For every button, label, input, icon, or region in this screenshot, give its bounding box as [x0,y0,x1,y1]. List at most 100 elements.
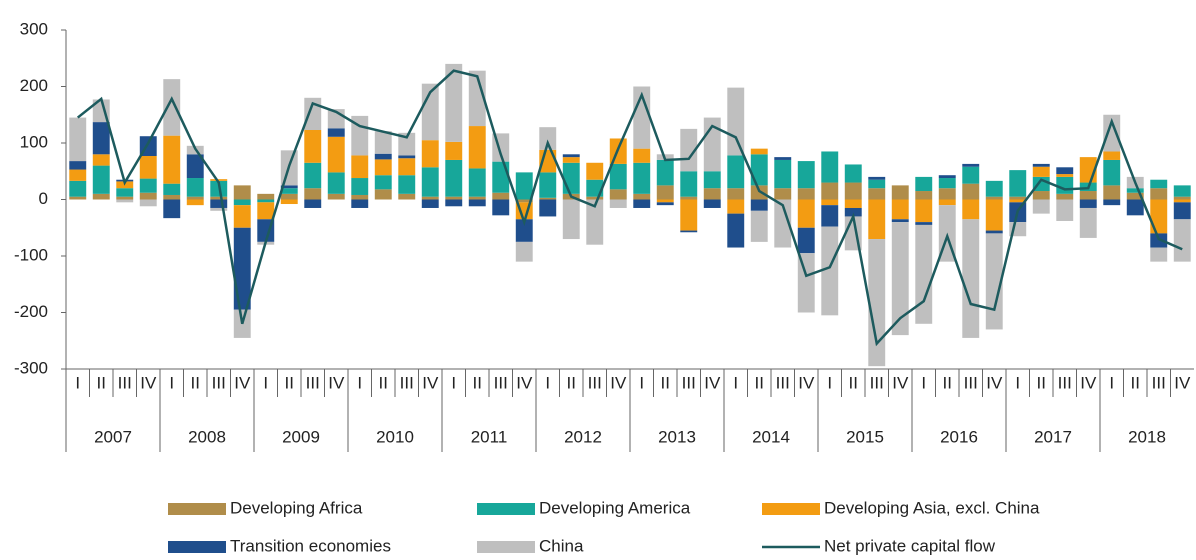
legend-swatch [477,503,535,515]
bar [139,178,157,193]
bar [304,130,322,163]
bar [962,199,980,220]
bar [139,192,157,200]
bar [797,227,815,254]
bar [656,159,674,186]
y-tick-label: -200 [14,302,48,321]
bar [703,171,721,189]
bar [915,224,933,324]
bar [586,196,604,200]
bar [680,128,698,172]
x-tick-label: II [379,373,388,392]
x-tick-label: I [1015,373,1020,392]
bar [727,155,745,189]
bar [1103,151,1121,160]
bar [257,202,275,220]
bar [703,188,721,200]
bar [750,154,768,186]
x-tick-label: II [97,373,106,392]
bar [915,176,933,192]
bar [609,163,627,190]
bar [586,179,604,197]
x-tick-label: I [357,373,362,392]
bar [1126,188,1144,193]
bar [609,199,627,208]
bar [492,161,510,193]
bar [139,199,157,207]
bar [1079,207,1097,238]
bar [398,193,416,200]
bar [727,87,745,156]
x-tick-label: IV [704,373,721,392]
bar [351,194,369,200]
bar [233,205,251,228]
bar [186,178,204,197]
bar [586,199,604,245]
bar [680,196,698,200]
x-tick-label: I [545,373,550,392]
bar [962,183,980,200]
bar [257,199,275,203]
year-label: 2008 [188,427,226,446]
x-tick-label: II [191,373,200,392]
x-tick-label: II [1037,373,1046,392]
bar [374,189,392,200]
bar [539,127,557,150]
year-label: 2007 [94,427,132,446]
bar [1150,199,1168,234]
bar [374,175,392,190]
bar [257,193,275,200]
bar [210,196,228,200]
bar [515,241,533,262]
bar [797,199,815,228]
bar [774,159,792,189]
bar [327,136,345,173]
bar [186,199,204,206]
bar [1103,159,1121,186]
bar [1079,191,1097,200]
bar [468,126,486,169]
x-tick-label: III [1152,373,1166,392]
bar [421,140,439,168]
legend-swatch [168,541,226,553]
bar [962,163,980,167]
bar [868,176,886,180]
bar [985,196,1003,200]
bar [163,135,181,184]
year-label: 2010 [376,427,414,446]
bar [656,202,674,206]
bar [304,162,322,189]
bar [633,199,651,208]
bar [163,194,181,200]
bar [1009,170,1027,197]
legend-label: Developing Africa [230,498,363,517]
bar [1150,179,1168,189]
y-tick-label: -100 [14,245,48,264]
bar [92,154,110,166]
bar [374,153,392,160]
x-tick-label: III [306,373,320,392]
bar [351,199,369,208]
bar [351,178,369,195]
bar [163,79,181,136]
bar [1056,167,1074,175]
bar [562,157,580,163]
x-tick-label: IV [986,373,1003,392]
bar [116,188,134,197]
x-tick-label: IV [892,373,909,392]
bar [210,179,228,181]
bar [69,117,87,162]
bar [1173,202,1191,220]
x-tick-label: I [733,373,738,392]
bar [186,154,204,179]
x-tick-label: II [755,373,764,392]
x-tick-label: II [285,373,294,392]
bar [1032,191,1050,200]
bar [680,230,698,233]
bar [186,196,204,200]
bar [398,155,416,159]
bar [492,192,510,200]
bar [351,155,369,179]
bar [938,199,956,206]
x-tick-label: III [964,373,978,392]
